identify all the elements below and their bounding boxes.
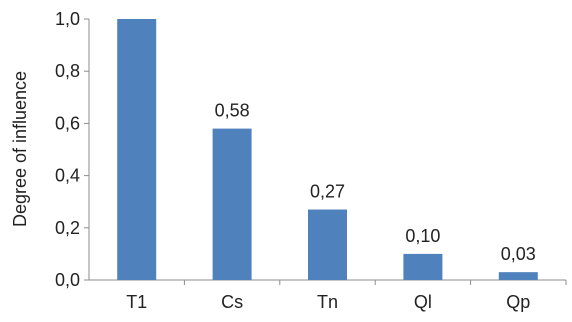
- bar-tn: [308, 209, 347, 280]
- y-tick-label: 1,0: [55, 9, 80, 29]
- bar-qp: [498, 272, 538, 280]
- bars: [117, 19, 538, 280]
- y-tick-label: 0,0: [55, 270, 80, 290]
- y-tick-label: 0,4: [55, 166, 80, 186]
- bar-ql: [403, 253, 443, 280]
- y-tick-label: 0,2: [55, 218, 80, 238]
- bar-cs: [212, 128, 252, 280]
- x-tick-label: T1: [126, 292, 147, 312]
- data-label: 0,10: [405, 226, 440, 246]
- x-tick-label: Qp: [506, 292, 530, 312]
- y-axis-ticks: 0,0 0,2 0,4 0,6 0,8 1,0: [55, 9, 89, 290]
- data-label: 0,03: [501, 244, 536, 264]
- x-tick-label: Cs: [221, 292, 243, 312]
- x-tick-label: Tn: [317, 292, 338, 312]
- y-tick-label: 0,8: [55, 61, 80, 81]
- y-axis-title: Degree of influence: [10, 71, 30, 227]
- bar-t1: [117, 19, 157, 280]
- x-axis-labels: T1 Cs Tn Ql Qp: [126, 280, 567, 312]
- data-label: 0,27: [310, 182, 345, 202]
- x-tick-label: Ql: [414, 292, 432, 312]
- y-tick-label: 0,6: [55, 113, 80, 133]
- data-label: 0,58: [215, 101, 250, 121]
- data-labels: 0,58 0,27 0,10 0,03: [215, 101, 536, 265]
